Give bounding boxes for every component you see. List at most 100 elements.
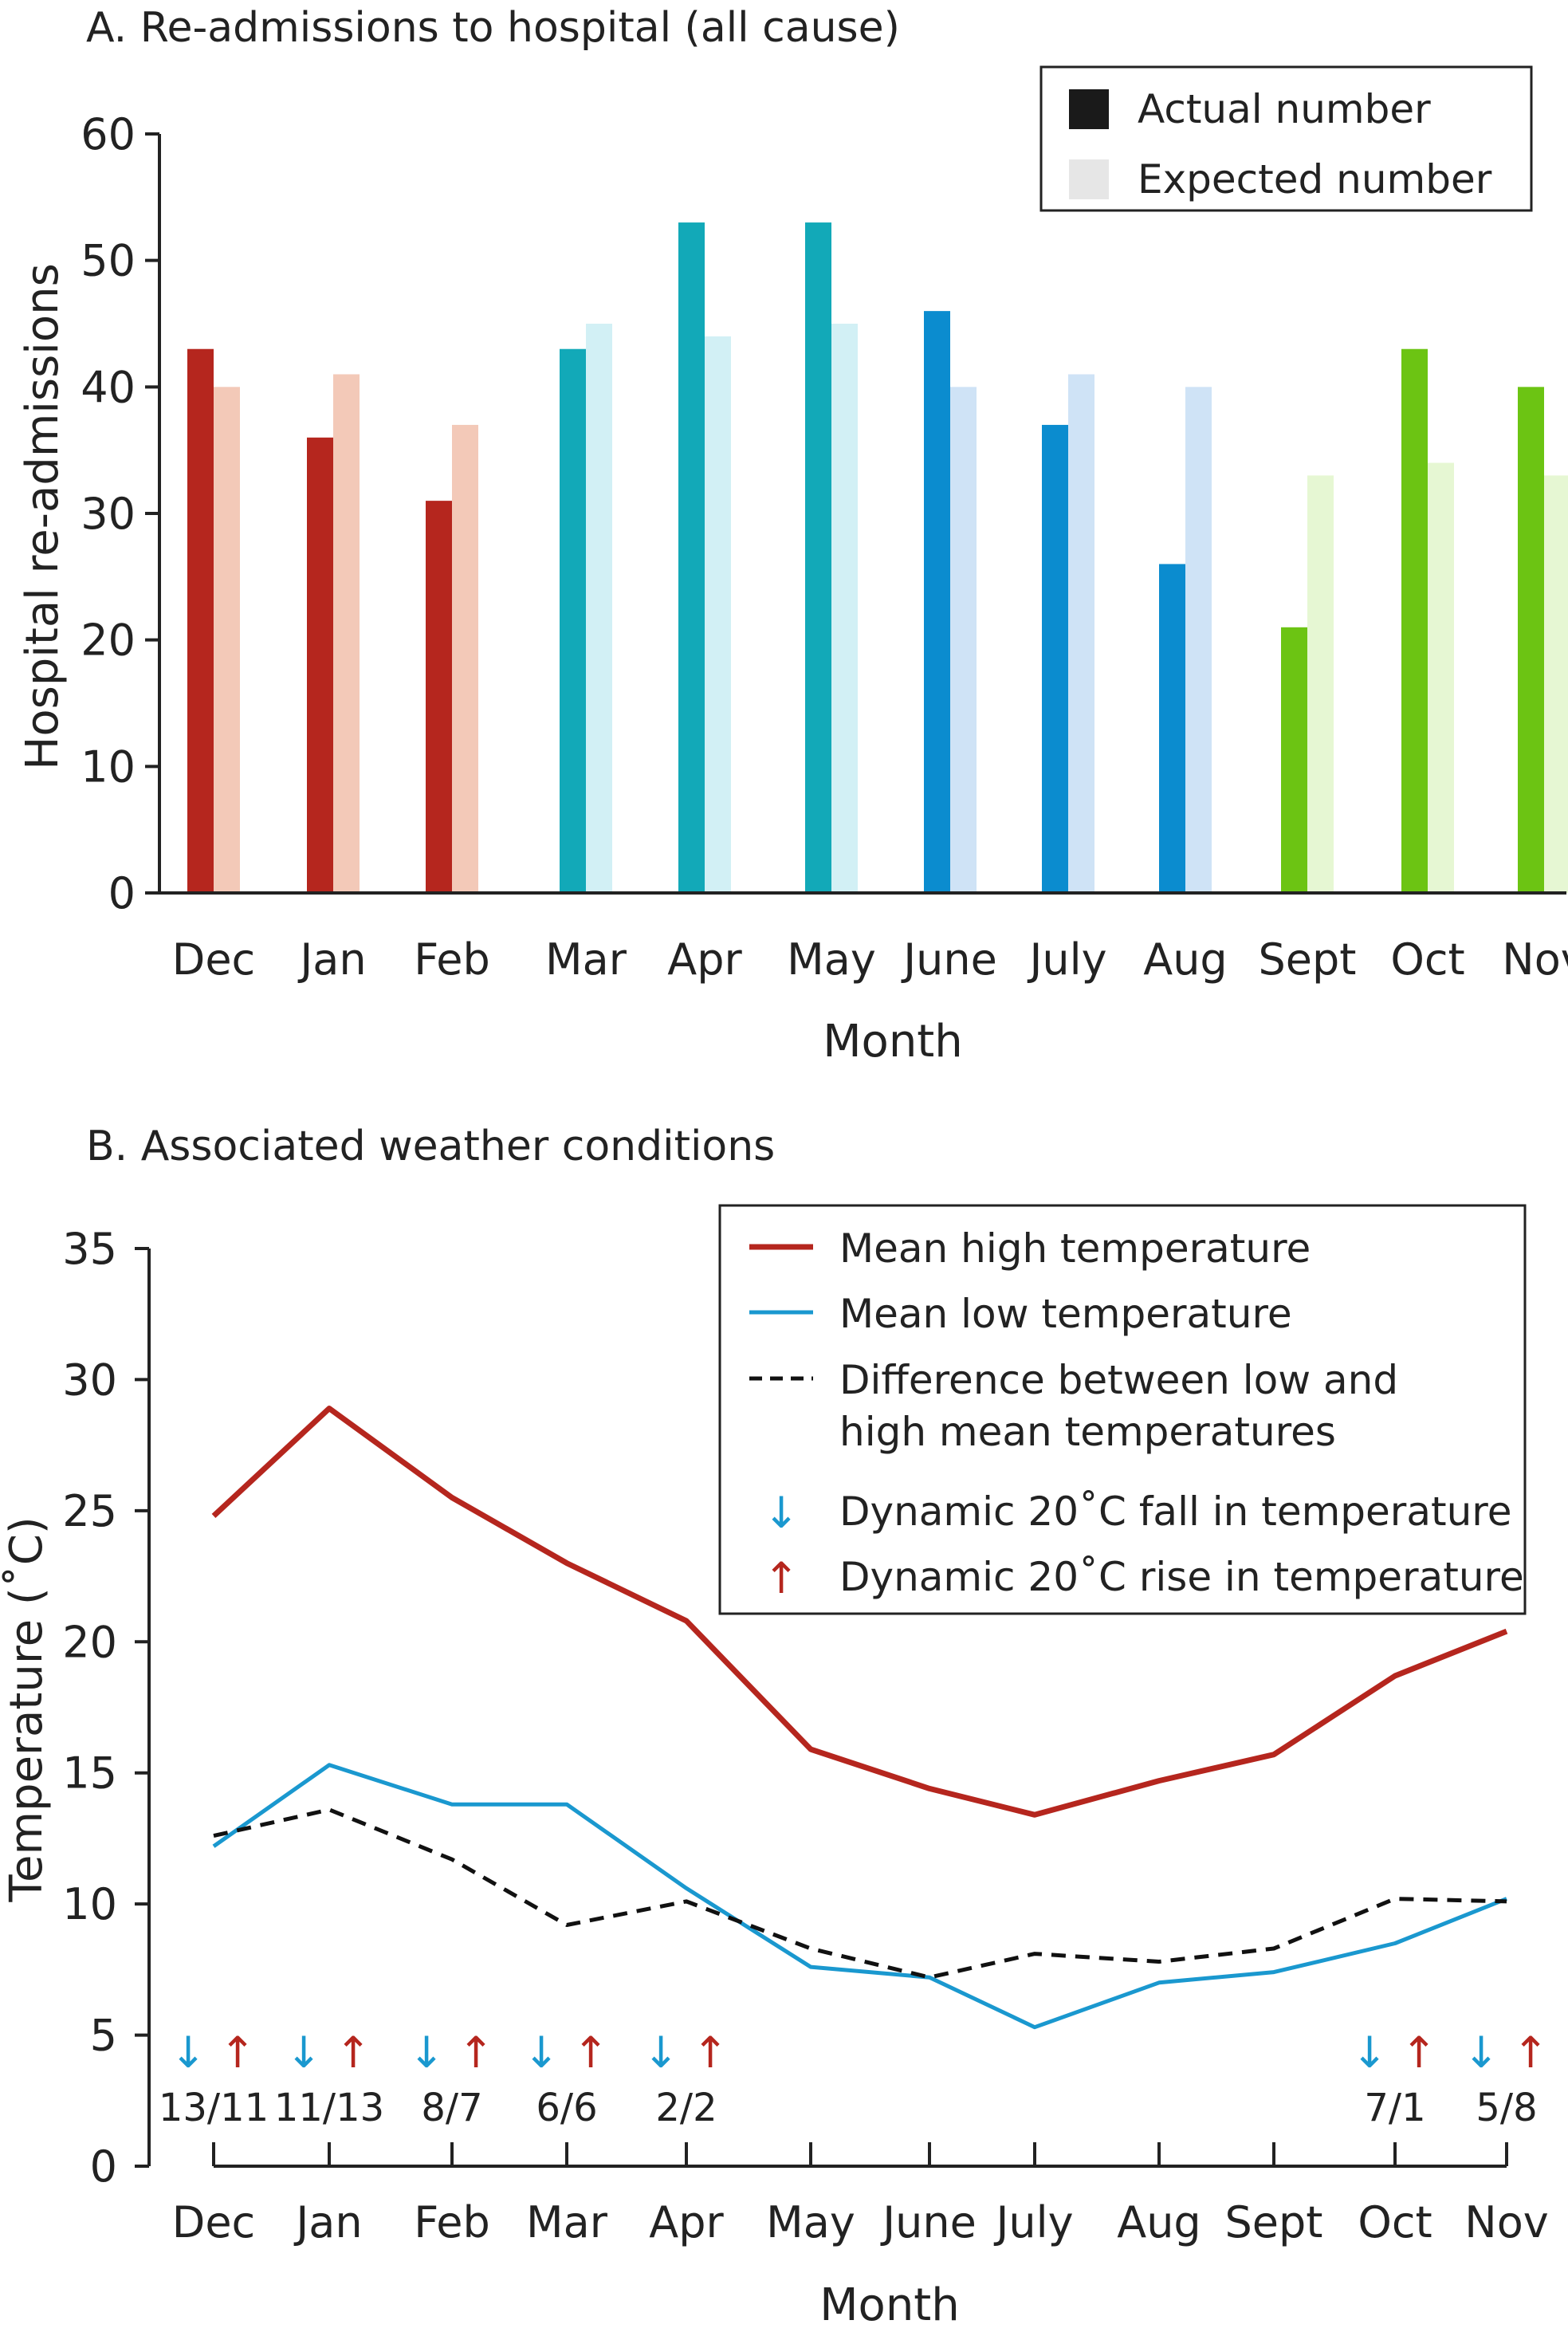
y-tick-label: 10	[81, 741, 136, 792]
y-tick-label: 0	[108, 868, 136, 918]
panel-b-lines	[211, 1406, 1508, 2030]
x-tick-label: Apr	[667, 934, 742, 985]
x-tick-label: June	[901, 934, 997, 985]
x-tick-label: Aug	[1117, 2197, 1201, 2247]
bar-expected-nov	[1544, 475, 1568, 893]
x-tick-label: Sept	[1225, 2197, 1323, 2247]
y-tick-label: 5	[90, 2011, 117, 2061]
x-tick-label: Feb	[414, 934, 490, 985]
x-tick-label: Jan	[293, 2197, 362, 2247]
fall-arrow-icon: ↓	[170, 2027, 206, 2078]
rise-arrow-icon: ↑	[763, 1553, 799, 1603]
panel-b-legend: Mean high temperature Mean low temperatur…	[718, 1204, 1527, 1615]
bar-actual-aug	[1159, 564, 1185, 893]
x-tick-label: June	[880, 2197, 977, 2247]
panel-b-weather-chart: B. Associated weather conditions 0 5 10 15 2…	[1, 1123, 1549, 2331]
fall-arrow-icon: ↓	[408, 2027, 444, 2078]
panel-a-bars	[187, 222, 1568, 894]
x-axis-title: Month	[819, 2279, 960, 2331]
bar-actual-oct	[1401, 348, 1428, 893]
legend-label-expected-number: Expected number	[1138, 156, 1492, 203]
bar-actual-nov	[1518, 387, 1544, 893]
fall-arrow-icon: ↓	[285, 2027, 321, 2078]
y-tick-label: 30	[62, 1355, 117, 1405]
legend-label-dynamic-20-c-rise-in-temperature: Dynamic 20˚C rise in temperature	[839, 1554, 1524, 1600]
x-tick-label: Feb	[414, 2197, 490, 2247]
bar-expected-sept	[1307, 475, 1334, 893]
legend-swatch-expected-number	[1069, 159, 1109, 199]
event-count-label: 2/2	[655, 2086, 717, 2130]
bar-expected-dec	[214, 387, 240, 893]
series-line-mean-high-temperature	[211, 1406, 1508, 1818]
panel-a-axes: Dec Jan Feb Mar Apr May June July Aug Sept Oct Nov 0…	[17, 109, 1568, 1068]
y-tick-label: 0	[90, 2141, 117, 2192]
fall-arrow-icon: ↓	[1351, 2027, 1387, 2078]
bar-expected-aug	[1185, 387, 1212, 893]
x-tick-label: May	[787, 934, 876, 985]
y-tick-label: 35	[62, 1224, 117, 1274]
bar-expected-june	[950, 387, 977, 893]
x-tick-label: Dec	[172, 2197, 256, 2247]
bar-actual-feb	[426, 501, 452, 893]
y-tick-label: 25	[62, 1486, 117, 1536]
panel-b-title: B. Associated weather conditions	[86, 1123, 775, 1170]
legend-label-mean-high-temperature: Mean high temperature	[839, 1225, 1311, 1272]
bar-expected-july	[1068, 374, 1094, 893]
bar-actual-apr	[678, 222, 705, 894]
y-tick-label: 50	[81, 236, 136, 286]
legend-label-actual-number: Actual number	[1138, 86, 1431, 132]
event-count-label: 5/8	[1476, 2086, 1537, 2130]
y-tick-label: 15	[62, 1748, 117, 1799]
bar-actual-mar	[560, 348, 586, 893]
x-tick-label: Oct	[1358, 2197, 1432, 2247]
x-tick-label: Mar	[526, 2197, 608, 2247]
rise-arrow-icon: ↑	[219, 2027, 255, 2078]
rise-arrow-icon: ↑	[1401, 2027, 1436, 2078]
x-tick-label: July	[993, 2197, 1073, 2247]
x-tick-label: May	[766, 2197, 855, 2247]
panel-a-legend: Actual number Expected number	[1039, 65, 1533, 212]
rise-arrow-icon: ↑	[692, 2027, 728, 2078]
x-tick-label: Jan	[297, 934, 366, 985]
rise-arrow-icon: ↑	[572, 2027, 608, 2078]
panel-b-dynamic-events: ↓ ↑ 13/11 ↓ ↑ 11/13 ↓ ↑ 8/7 ↓ ↑ 6/6 ↓ ↑ 2/2 ↓ ↑ 7/1 ↓ ↑ 5/8	[159, 2027, 1549, 2130]
y-tick-label: 40	[81, 362, 136, 412]
legend-label-dynamic-20-c-fall-in-temperature: Dynamic 20˚C fall in temperature	[839, 1488, 1512, 1535]
y-tick-label: 20	[81, 615, 136, 666]
bar-expected-apr	[705, 336, 731, 893]
bar-expected-feb	[452, 424, 478, 893]
y-tick-label: 60	[81, 109, 136, 159]
legend-box	[718, 1204, 1527, 1615]
event-count-label: 8/7	[421, 2086, 482, 2130]
panel-a-readmissions-chart: A. Re-admissions to hospital (all cause)…	[17, 4, 1568, 1068]
legend-label-mean-low-temperature: Mean low temperature	[839, 1291, 1292, 1337]
legend-label-difference-between-low-and-line2: high mean temperatures	[839, 1409, 1336, 1455]
y-tick-label: 20	[62, 1617, 117, 1667]
bar-actual-july	[1042, 424, 1068, 893]
legend-swatch-actual-number	[1069, 89, 1109, 129]
x-tick-label: Oct	[1390, 934, 1464, 985]
bar-expected-oct	[1428, 462, 1454, 893]
event-count-label: 6/6	[536, 2086, 597, 2130]
fall-arrow-icon: ↓	[523, 2027, 559, 2078]
x-tick-label: Mar	[545, 934, 627, 985]
series-line-difference-between-low-and-high-mean-temperatures	[213, 1807, 1507, 1980]
bar-expected-mar	[586, 324, 612, 893]
bar-actual-may	[805, 222, 831, 894]
bar-actual-june	[924, 311, 950, 894]
x-tick-label: Apr	[649, 2197, 724, 2247]
y-axis-title: Hospital re-admissions	[17, 263, 69, 770]
bar-actual-dec	[187, 348, 214, 893]
event-count-label: 11/13	[274, 2086, 384, 2130]
panel-a-title: A. Re-admissions to hospital (all cause)	[86, 4, 900, 52]
fall-arrow-icon: ↓	[763, 1488, 799, 1538]
fall-arrow-icon: ↓	[1463, 2027, 1499, 2078]
x-tick-label: Dec	[172, 934, 256, 985]
bar-actual-sept	[1281, 627, 1307, 893]
rise-arrow-icon: ↑	[1512, 2027, 1548, 2078]
y-tick-label: 30	[81, 489, 136, 539]
bar-expected-jan	[333, 374, 360, 893]
x-axis-title: Month	[823, 1016, 963, 1068]
series-line-mean-low-temperature	[212, 1763, 1507, 2030]
